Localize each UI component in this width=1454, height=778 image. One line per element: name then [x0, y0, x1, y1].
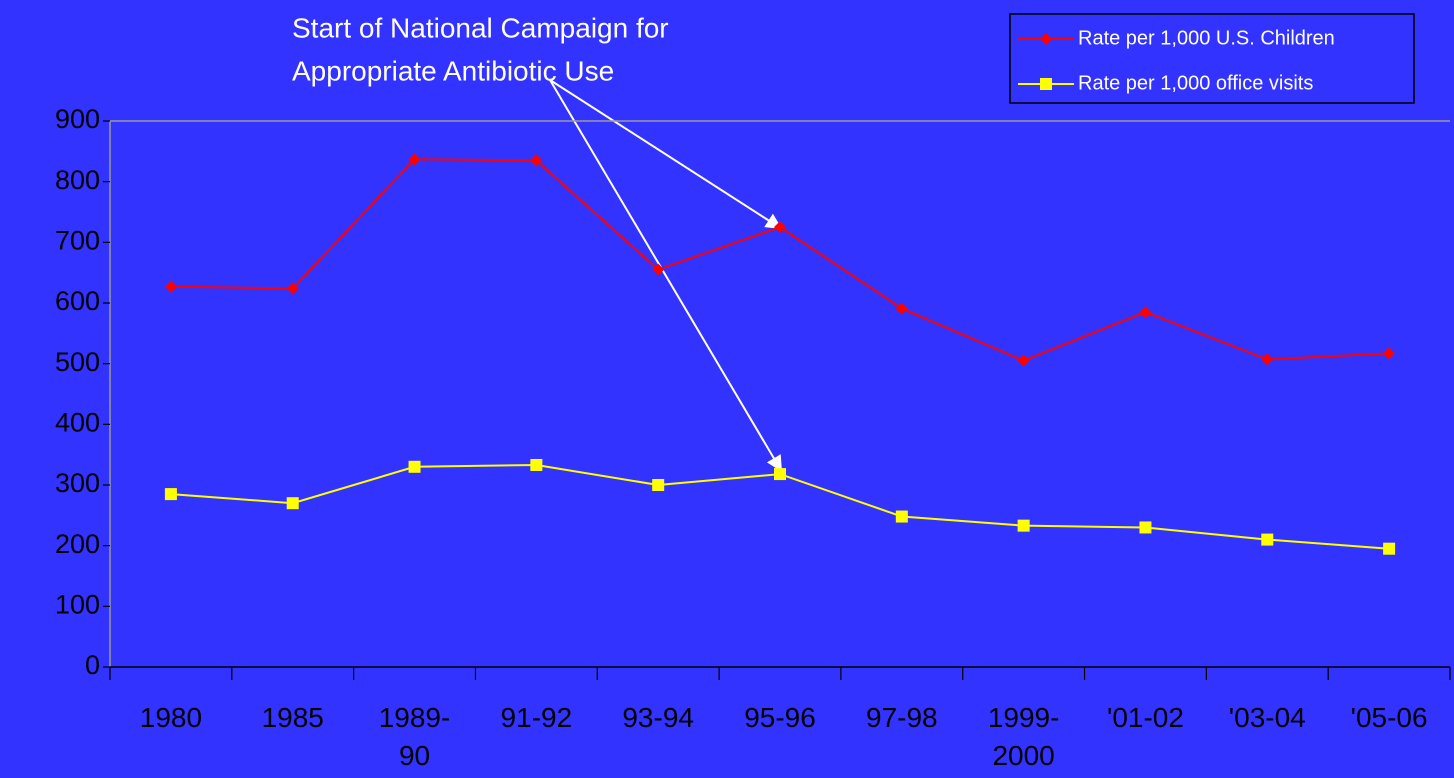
legend-marker [1040, 78, 1052, 90]
y-tick-label: 700 [55, 225, 100, 255]
data-point [1383, 542, 1396, 555]
y-tick-label: 800 [55, 165, 100, 195]
data-point [164, 280, 177, 293]
x-tick-label: 1980 [139, 702, 203, 733]
data-point [1139, 521, 1152, 534]
data-point [1261, 353, 1274, 366]
legend-box [1009, 13, 1415, 104]
annotation: Start of National Campaign for [292, 12, 669, 43]
data-point [530, 458, 543, 471]
annotation-arrow [549, 79, 783, 473]
legend-marker [1040, 33, 1052, 45]
data-point [408, 153, 421, 166]
y-tick-label: 600 [55, 286, 100, 316]
legend-label: Rate per 1,000 office visits [1078, 72, 1313, 94]
data-point [530, 154, 543, 167]
x-tick-label: '05-06 [1350, 702, 1428, 733]
data-point [774, 221, 786, 234]
y-tick-label: 400 [55, 407, 100, 437]
x-tick-label: 1989- 90 [378, 702, 451, 771]
data-point [895, 302, 908, 315]
y-tick-label: 500 [55, 347, 100, 377]
data-point [408, 460, 421, 473]
x-tick-label: '03-04 [1228, 702, 1306, 733]
data-point [1383, 347, 1396, 360]
x-tick-label: 93-94 [622, 702, 694, 733]
data-point [652, 479, 665, 491]
data-point [1017, 519, 1030, 532]
data-point [286, 497, 299, 510]
annotation-arrow [549, 79, 783, 230]
data-point [895, 510, 908, 523]
data-point [286, 282, 299, 295]
y-tick-label: 0 [85, 650, 100, 680]
data-point [652, 263, 665, 276]
y-tick-label: 900 [55, 104, 100, 134]
data-point [164, 488, 177, 501]
x-tick-label: '01-02 [1106, 702, 1184, 733]
y-tick-label: 300 [55, 468, 100, 498]
annotation: Appropriate Antibiotic Use [292, 55, 614, 86]
data-point [1261, 533, 1274, 546]
y-tick-label: 100 [55, 589, 100, 619]
y-tick-label: 200 [55, 529, 100, 559]
x-tick-label: 95-96 [744, 702, 816, 733]
x-tick-label: 1999- 2000 [987, 702, 1060, 771]
x-tick-label: 1985 [261, 702, 324, 733]
data-point [1139, 306, 1152, 319]
legend-label: Rate per 1,000 U.S. Children [1078, 27, 1335, 49]
x-tick-label: 97-98 [866, 702, 938, 733]
x-tick-label: 91-92 [500, 702, 573, 733]
data-point [1017, 354, 1030, 367]
data-point [774, 468, 786, 481]
series-line [170, 158, 1390, 362]
